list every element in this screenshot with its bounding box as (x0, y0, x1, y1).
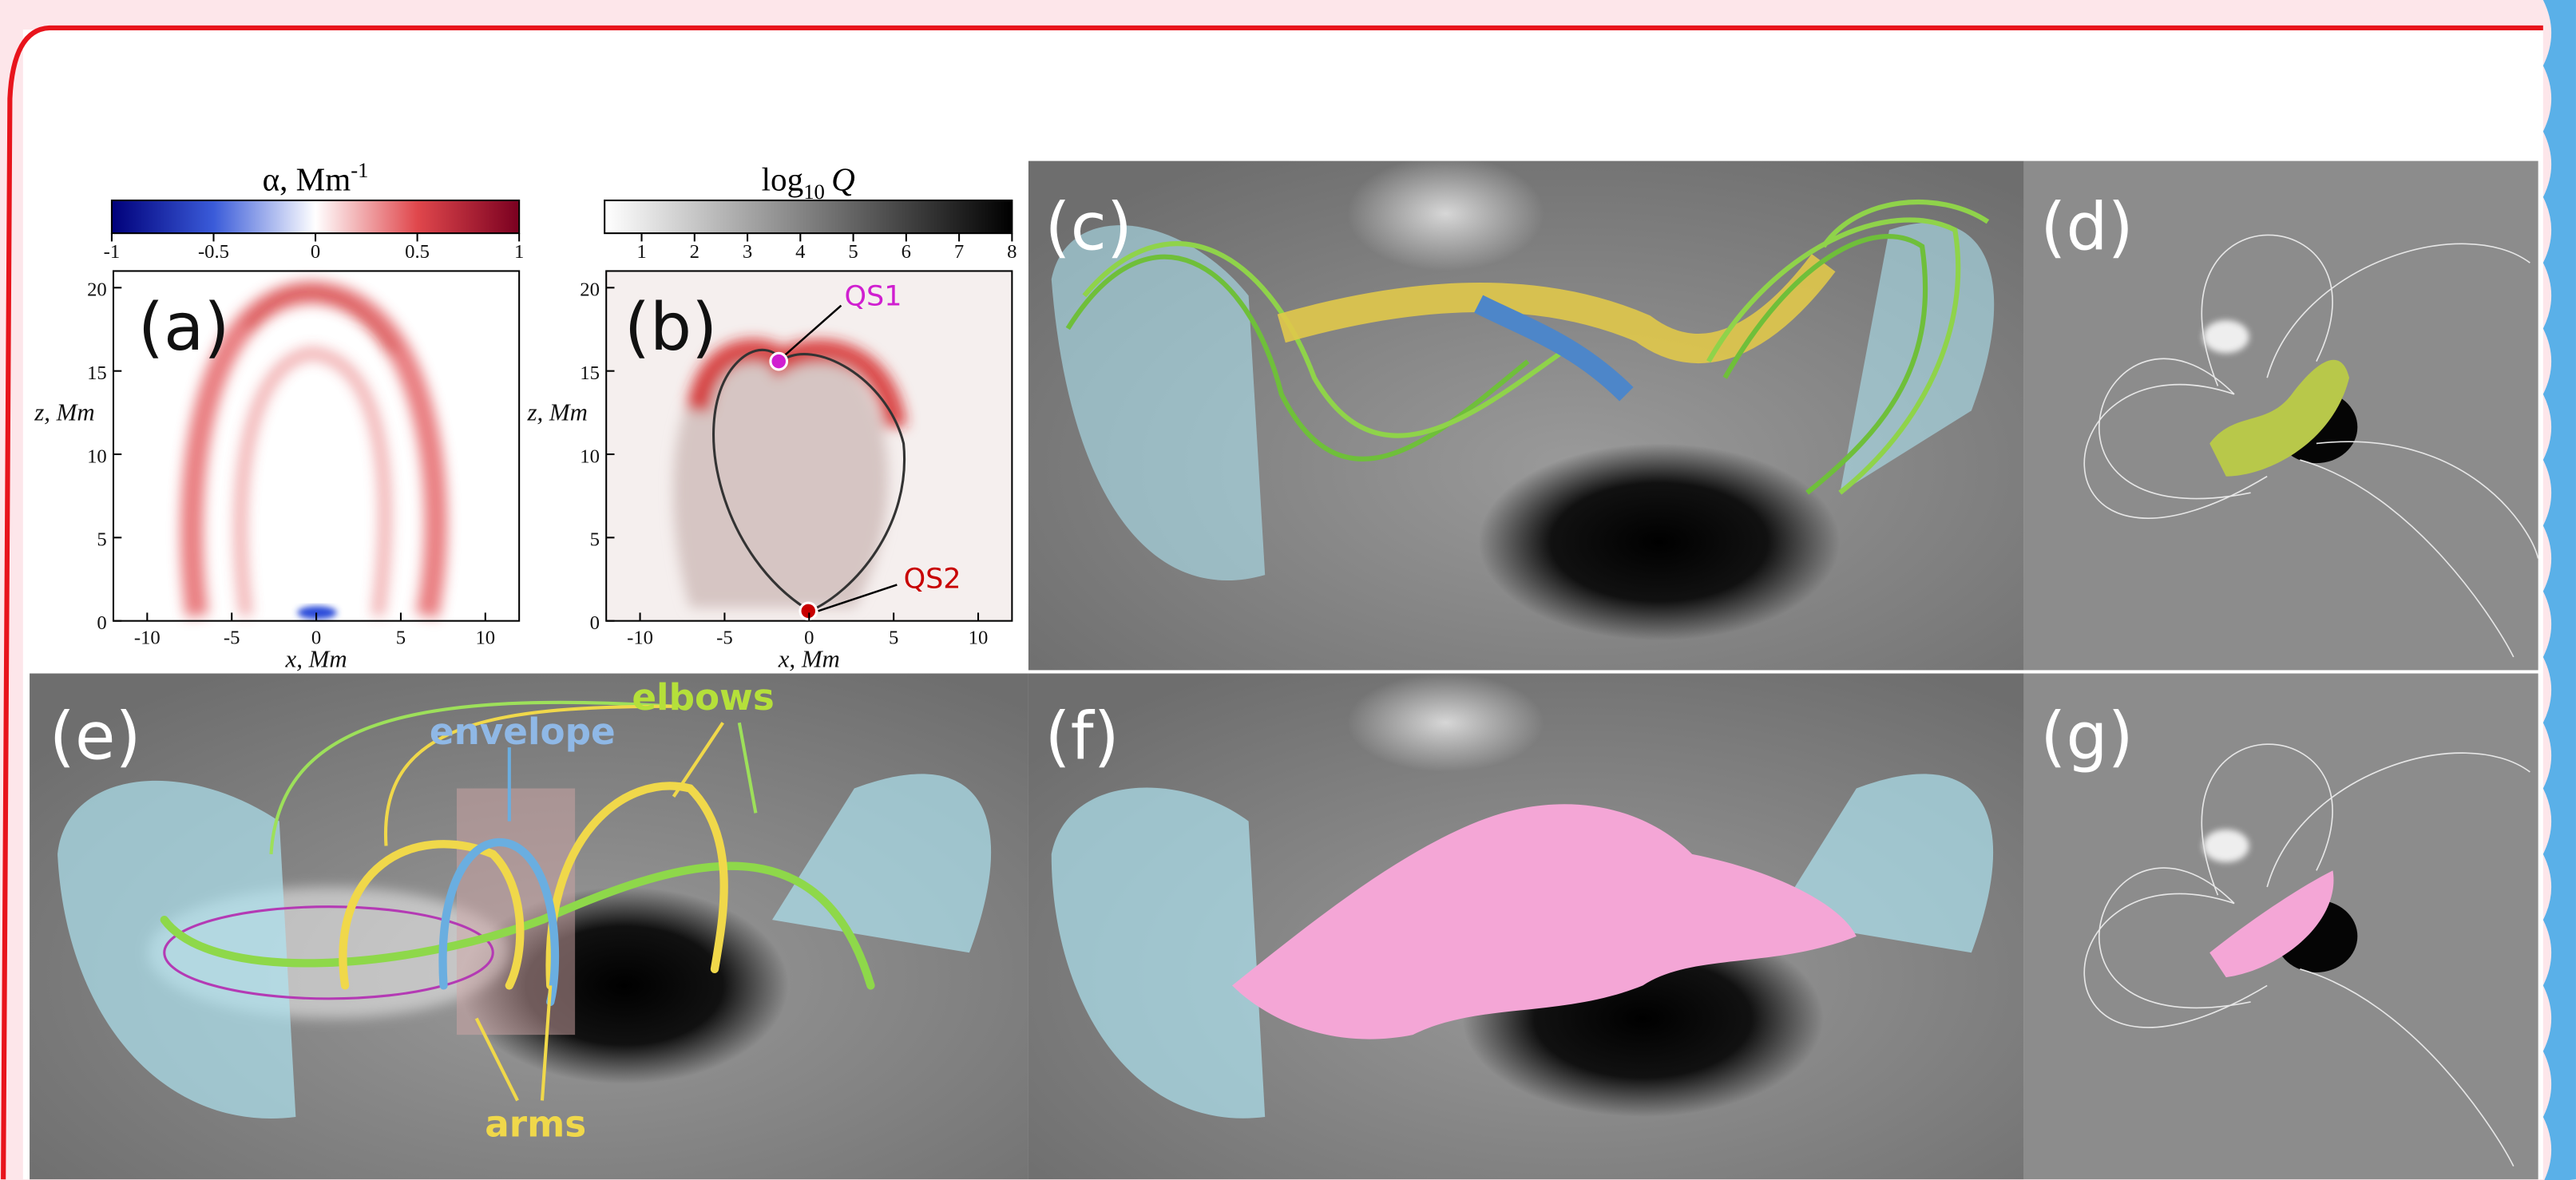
z-tick-label: 5 (97, 529, 106, 551)
colorbar-tick-label: -1 (104, 241, 121, 263)
annotation: elbows (632, 676, 774, 719)
title-superscript: -1 (351, 158, 368, 182)
colorbar-alpha (112, 200, 519, 233)
x-tick-label: -10 (134, 627, 161, 648)
bright-spot (1347, 674, 1544, 772)
colorbar-tick-label: 6 (902, 241, 911, 263)
z-tick-label: 15 (580, 362, 600, 384)
colorbar-tick-label: 7 (954, 241, 964, 263)
panel-label: (a) (138, 290, 230, 366)
x-axis-label: x, Mm (285, 645, 347, 672)
z-tick-label: 5 (590, 529, 600, 551)
colorbar-tick-label: 5 (848, 241, 858, 263)
z-axis-label: z, Mm (34, 399, 94, 426)
dark-spot (1479, 443, 1841, 640)
figure-slide: QS1 QS2 α, Mm-1 log10Q elbows envelope a… (0, 0, 2576, 1180)
z-tick-label: 10 (87, 445, 107, 467)
colorbar-tick-label: 4 (795, 241, 805, 263)
annotation: arms (485, 1103, 586, 1146)
z-axis-label: z, Mm (526, 399, 587, 426)
colorbar-tick-label: -0.5 (198, 241, 229, 263)
x-tick-label: 5 (889, 627, 898, 648)
x-tick-label: 10 (969, 627, 989, 648)
colorbar-q (604, 200, 1012, 233)
title-text: log (762, 161, 804, 198)
z-tick-label: 20 (87, 279, 107, 301)
panel-e: elbows envelope arms (30, 674, 1028, 1180)
title-var: Q (831, 161, 855, 198)
colorbar-tick-label: 3 (743, 241, 752, 263)
panel-label: (c) (1045, 190, 1132, 266)
z-tick-label: 10 (580, 445, 600, 467)
colorbar-tick-label: 0.5 (405, 241, 430, 263)
panel-f (1028, 674, 2024, 1180)
z-tick-label: 0 (97, 612, 106, 634)
z-tick-label: 0 (590, 612, 600, 634)
panel-label: (e) (50, 699, 141, 774)
x-tick-label: 5 (396, 627, 406, 648)
colorbar-tick-label: 2 (690, 241, 699, 263)
x-tick-label: -5 (224, 627, 240, 648)
panel-label: (f) (1045, 699, 1120, 774)
x-tick-label: -10 (627, 627, 653, 648)
z-tick-label: 20 (580, 279, 600, 301)
title-subscript: 10 (803, 180, 825, 204)
panel-label: (d) (2040, 190, 2133, 266)
qs1-point (771, 353, 787, 370)
x-axis-label: x, Mm (778, 645, 840, 672)
annotation: QS1 (845, 281, 902, 313)
bright-spot (2203, 830, 2249, 862)
x-tick-label: 10 (475, 627, 495, 648)
annotation: envelope (430, 711, 616, 753)
panel-label: (b) (624, 290, 717, 366)
title-text: α, Mm (263, 161, 351, 198)
colorbar-tick-label: 1 (514, 241, 524, 263)
x-tick-label: -5 (716, 627, 733, 648)
z-tick-label: 15 (87, 362, 107, 384)
panel-label: (g) (2040, 699, 2133, 774)
page: {"panel_labels":["(a)","(b)","(c)","(d)"… (0, 0, 2576, 1180)
bright-spot (2203, 320, 2249, 353)
panel-c (1028, 156, 2024, 670)
colorbar-tick-label: 0 (311, 241, 320, 263)
colorbar-tick-label: 8 (1007, 241, 1017, 263)
annotation: QS2 (904, 564, 961, 596)
colorbar-tick-label: 1 (636, 241, 646, 263)
bright-spot (1347, 156, 1544, 271)
